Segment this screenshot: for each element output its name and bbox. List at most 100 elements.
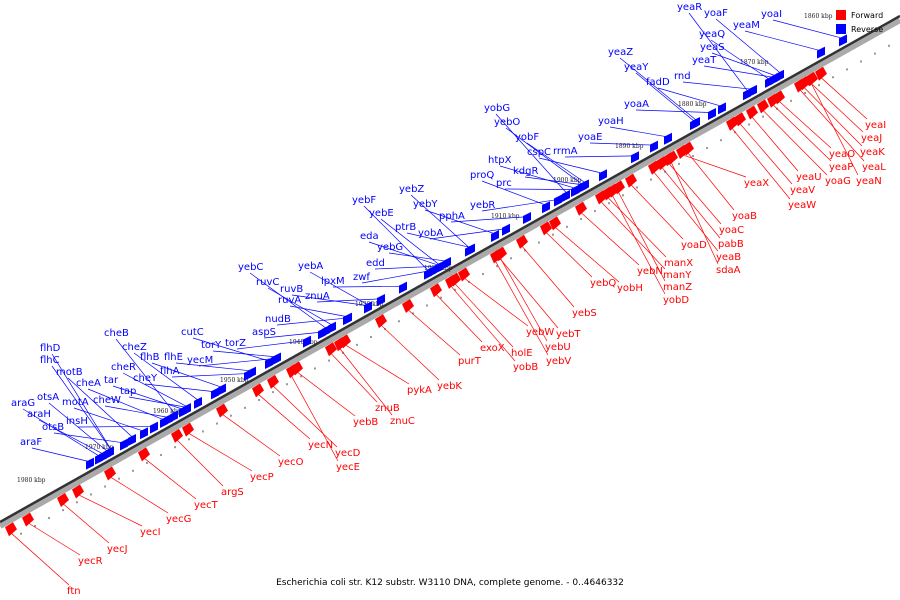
forward-gene[interactable]: yobB	[445, 274, 538, 373]
forward-gene-leader	[107, 475, 169, 514]
reverse-gene[interactable]: zwf	[353, 265, 436, 284]
reverse-gene[interactable]: motA	[62, 397, 148, 440]
forward-gene[interactable]: yebK	[375, 314, 462, 392]
reverse-gene[interactable]: kdgR	[513, 166, 587, 193]
reverse-gene[interactable]: proQ	[470, 170, 550, 214]
forward-gene[interactable]: yobD	[607, 183, 689, 306]
reverse-gene[interactable]: tap	[120, 386, 191, 416]
forward-gene[interactable]: yeaU	[746, 105, 822, 183]
forward-gene-label: yeaW	[788, 200, 816, 211]
forward-gene[interactable]: exoX	[430, 283, 505, 354]
reverse-gene[interactable]: rrmA	[553, 146, 639, 164]
reverse-gene-arrow	[502, 223, 510, 236]
reverse-gene[interactable]: ptrB	[395, 222, 475, 256]
reverse-gene[interactable]: yecM	[187, 353, 279, 367]
forward-gene[interactable]: yecO	[216, 403, 304, 468]
reverse-gene[interactable]: motB	[56, 367, 136, 447]
reverse-gene-label: ruvB	[280, 284, 303, 295]
reverse-gene[interactable]: lpxM	[321, 276, 407, 294]
forward-gene[interactable]: znuB	[325, 342, 400, 414]
forward-gene[interactable]: yoaB	[682, 141, 757, 222]
forward-gene[interactable]: yeaO	[773, 90, 855, 160]
reverse-gene[interactable]: yeaT	[692, 55, 778, 86]
reverse-gene[interactable]: yeaY	[624, 62, 698, 131]
forward-gene[interactable]: yecR	[22, 512, 103, 567]
reverse-gene[interactable]: yeaM	[733, 20, 825, 59]
forward-gene[interactable]: yecJ	[57, 492, 128, 555]
forward-gene[interactable]: yeaI	[815, 66, 886, 131]
reverse-gene[interactable]: edd	[366, 258, 443, 274]
forward-gene[interactable]: yecI	[72, 484, 161, 538]
reverse-gene[interactable]: fadD	[646, 77, 726, 115]
forward-gene[interactable]: yecG	[104, 466, 191, 525]
forward-gene-leader	[405, 307, 461, 356]
forward-gene[interactable]: yeaB	[648, 160, 741, 263]
forward-gene[interactable]: yecP	[182, 422, 274, 483]
reverse-gene[interactable]: prc	[496, 178, 579, 197]
forward-gene[interactable]: znuC	[334, 337, 415, 427]
reverse-gene[interactable]: araH	[27, 409, 107, 463]
reverse-gene[interactable]: flhA	[160, 366, 252, 381]
reverse-gene-leader	[112, 385, 186, 411]
reverse-gene[interactable]: torZ	[225, 335, 311, 350]
reverse-gene[interactable]: yoaI	[761, 9, 847, 47]
reverse-gene[interactable]: nudB	[265, 313, 351, 326]
reverse-gene[interactable]: yebG	[377, 242, 451, 269]
reverse-gene-label: yobF	[515, 132, 539, 143]
reverse-gene[interactable]: insH	[66, 416, 158, 434]
reverse-gene[interactable]: ruvC	[256, 277, 336, 334]
forward-gene[interactable]: yeaK	[798, 76, 885, 158]
forward-gene[interactable]: ftn	[5, 522, 81, 597]
reverse-gene[interactable]: cheY	[133, 373, 219, 400]
reverse-gene-label: yebR	[470, 200, 495, 211]
forward-gene[interactable]: purT	[402, 298, 482, 367]
forward-gene[interactable]: yebV	[490, 249, 571, 367]
reverse-gene-leader	[526, 142, 588, 185]
forward-gene[interactable]: yecE	[286, 364, 360, 473]
forward-gene[interactable]: yeaN	[806, 71, 882, 187]
forward-gene[interactable]: yecN	[252, 383, 333, 451]
forward-gene[interactable]: yebN	[575, 201, 663, 277]
reverse-gene-arrow	[839, 34, 847, 47]
forward-gene[interactable]: yoaD	[625, 173, 707, 251]
forward-gene[interactable]: yeaP	[767, 93, 853, 173]
reverse-gene[interactable]: znuA	[305, 291, 385, 307]
forward-gene[interactable]: yebB	[291, 361, 378, 428]
forward-gene[interactable]: manY	[595, 190, 692, 281]
forward-gene-leader	[679, 153, 747, 178]
reverse-gene[interactable]: yebY	[413, 199, 499, 242]
reverse-gene[interactable]: yoaA	[624, 99, 716, 120]
reverse-gene[interactable]: rnd	[674, 71, 757, 97]
reverse-gene[interactable]: cheZ	[122, 342, 202, 409]
reverse-gene[interactable]: yebR	[470, 194, 562, 212]
reverse-gene[interactable]: flhB	[140, 352, 226, 396]
forward-gene[interactable]: yebS	[516, 234, 597, 319]
reverse-gene[interactable]: yoaE	[578, 132, 658, 153]
reverse-gene-label: yebE	[369, 208, 394, 219]
reverse-gene-leader	[619, 57, 699, 122]
forward-gene[interactable]: yeaW	[726, 116, 816, 211]
forward-gene[interactable]: yeaL	[794, 78, 886, 173]
forward-gene[interactable]: yoaG	[757, 99, 851, 187]
kbp-tick-label: 1860 kbp	[804, 13, 833, 20]
reverse-gene[interactable]: ruvB	[280, 284, 372, 314]
forward-gene[interactable]: yecT	[138, 447, 219, 511]
forward-gene[interactable]: yoaC	[663, 152, 744, 236]
reverse-gene[interactable]: aspS	[252, 327, 326, 340]
forward-gene[interactable]: yecD	[267, 374, 361, 459]
reverse-gene[interactable]: cheW	[93, 395, 173, 426]
forward-gene[interactable]: yebQ	[540, 221, 616, 289]
forward-gene[interactable]: yobH	[549, 216, 643, 294]
forward-gene[interactable]: manX	[602, 186, 693, 269]
reverse-gene[interactable]: otsB	[42, 422, 128, 451]
reverse-gene[interactable]: pphA	[439, 211, 531, 224]
forward-gene[interactable]: yebW	[458, 267, 554, 338]
reverse-gene[interactable]: araF	[20, 437, 94, 470]
reverse-gene[interactable]: yoaH	[598, 116, 672, 145]
forward-gene[interactable]: argS	[171, 428, 244, 498]
reverse-gene[interactable]: yobA	[418, 223, 510, 240]
forward-gene-leader	[543, 230, 593, 278]
reverse-gene[interactable]: cspC	[527, 147, 607, 182]
reverse-gene-label: cheZ	[122, 342, 147, 353]
forward-gene[interactable]: sdaA	[666, 150, 741, 276]
